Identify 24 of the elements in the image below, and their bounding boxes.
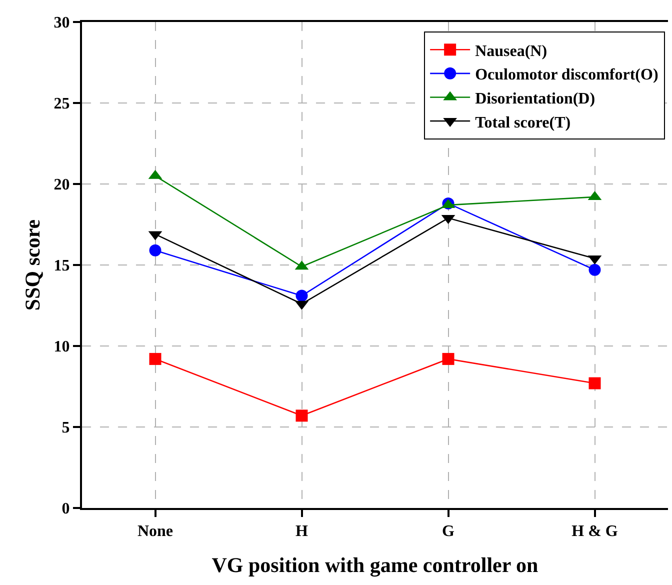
point <box>149 352 162 365</box>
y-axis-title: SSQ score <box>20 219 44 311</box>
legend-label: Disorientation(D) <box>475 90 596 108</box>
x-tick-label: G <box>442 523 456 540</box>
legend-label: Nausea(N) <box>475 42 548 60</box>
x-axis-title: VG position with game controller on <box>212 552 539 577</box>
legend-label: Oculomotor discomfort(O) <box>475 66 658 84</box>
x-tick-label: None <box>137 523 174 540</box>
point <box>588 377 601 390</box>
y-tick-label: 25 <box>54 96 70 113</box>
y-tick-label: 20 <box>54 176 70 194</box>
point <box>588 264 601 276</box>
y-tick-label: 0 <box>62 500 70 518</box>
x-tick-label: H <box>296 523 309 540</box>
y-tick-label: 10 <box>54 338 70 356</box>
x-tick-label: H & G <box>572 523 618 540</box>
y-tick-label: 15 <box>54 258 70 275</box>
y-tick-label: 5 <box>62 420 70 437</box>
point <box>296 410 308 422</box>
point <box>442 352 454 365</box>
y-tick-label: 30 <box>54 14 70 32</box>
point <box>149 244 162 256</box>
legend-label: Total score(T) <box>475 114 571 132</box>
point <box>296 290 308 302</box>
